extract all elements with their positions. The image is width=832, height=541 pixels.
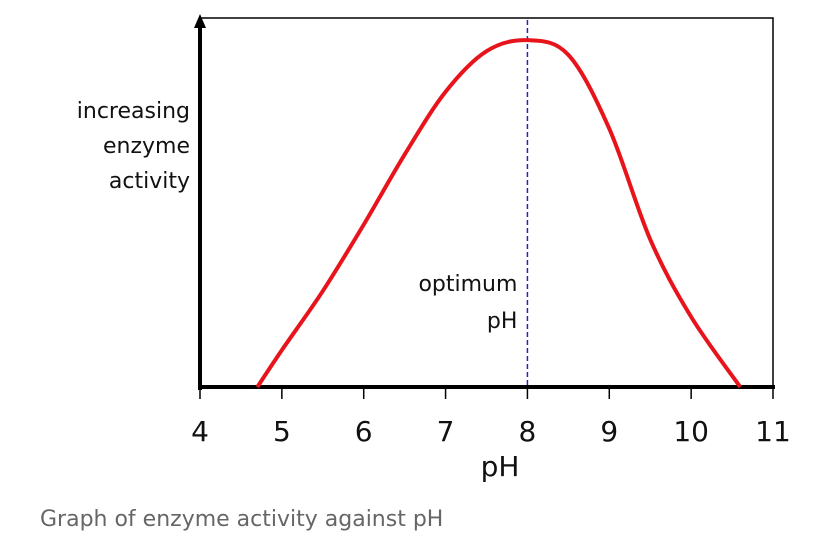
annotation-text: optimum <box>418 272 517 297</box>
y-axis-arrow <box>194 14 206 28</box>
x-label: pH <box>481 450 520 483</box>
annotation-text: pH <box>487 309 518 334</box>
x-tick-label: 7 <box>437 415 455 448</box>
y-label: increasing <box>77 99 190 124</box>
x-tick-label: 10 <box>673 415 709 448</box>
x-tick-label: 5 <box>273 415 291 448</box>
y-label: enzyme <box>103 134 190 159</box>
curve <box>255 38 742 389</box>
x-tick-label: 6 <box>355 415 373 448</box>
y-label: activity <box>109 169 190 194</box>
caption: Graph of enzyme activity against pH <box>40 507 443 532</box>
x-tick-label: 11 <box>755 415 791 448</box>
x-tick-label: 9 <box>600 415 618 448</box>
x-tick-label: 8 <box>519 415 537 448</box>
x-tick-label: 4 <box>191 415 209 448</box>
